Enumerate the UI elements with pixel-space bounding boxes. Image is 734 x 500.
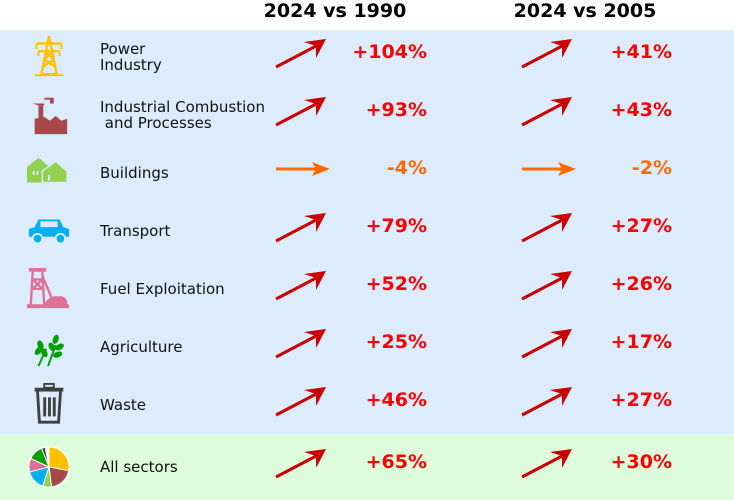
trend-1990: [274, 446, 330, 480]
arrow-up-icon: [275, 329, 326, 359]
trend-2005: [520, 152, 576, 186]
trend-1990: [274, 152, 330, 186]
sector-row: Buildings -4% -2%: [0, 144, 734, 202]
sector-label: Buildings: [100, 164, 169, 182]
power-pylon-icon: [34, 35, 64, 77]
change-vs-2005: +43%: [610, 99, 672, 121]
change-vs-1990: +65%: [365, 451, 427, 473]
arrow-up-icon: [275, 39, 326, 69]
change-vs-2005: +30%: [610, 451, 672, 473]
sector-row: All sectors +65% +30%: [0, 434, 734, 500]
sector-row: Agriculture +25% +17%: [0, 318, 734, 376]
trend-1990: [274, 94, 330, 128]
arrow-up-icon: [275, 271, 326, 301]
sector-label: All sectors: [100, 458, 178, 476]
trend-1990: [274, 268, 330, 302]
arrow-up-icon: [521, 329, 572, 359]
change-vs-1990: +52%: [365, 273, 427, 295]
trend-2005: [520, 210, 576, 244]
sector-row: Transport +79% +27%: [0, 202, 734, 260]
trend-2005: [520, 446, 576, 480]
arrow-flat-icon: [522, 162, 576, 176]
arrow-up-icon: [521, 387, 572, 417]
trend-2005: [520, 268, 576, 302]
header-2024-vs-1990: 2024 vs 1990: [263, 0, 407, 22]
trend-2005: [520, 36, 576, 70]
change-vs-1990: +79%: [365, 215, 427, 237]
factory-icon: [32, 97, 68, 135]
arrow-up-icon: [521, 449, 572, 479]
change-vs-2005: +17%: [610, 331, 672, 353]
sector-label: Agriculture: [100, 338, 183, 356]
arrow-up-icon: [275, 213, 326, 243]
sector-label: Waste: [100, 396, 146, 414]
sector-label: Fuel Exploitation: [100, 280, 225, 298]
sector-row: Industrial Combustion and Processes +93%…: [0, 86, 734, 144]
change-vs-1990: -4%: [386, 157, 427, 179]
arrow-up-icon: [521, 97, 572, 127]
header-2024-vs-2005: 2024 vs 2005: [513, 0, 657, 22]
houses-icon: [27, 157, 68, 184]
change-vs-2005: -2%: [631, 157, 672, 179]
trend-1990: [274, 384, 330, 418]
change-vs-2005: +27%: [610, 215, 672, 237]
change-vs-2005: +26%: [610, 273, 672, 295]
sector-row: Waste +46% +27%: [0, 376, 734, 434]
trend-1990: [274, 36, 330, 70]
sector-label: Power Industry: [100, 40, 162, 74]
arrow-up-icon: [275, 449, 326, 479]
arrow-flat-icon: [276, 162, 330, 176]
wheat-icon: [34, 334, 64, 367]
sector-row: Fuel Exploitation +52% +26%: [0, 260, 734, 318]
arrow-up-icon: [275, 387, 326, 417]
change-vs-1990: +93%: [365, 99, 427, 121]
trend-2005: [520, 94, 576, 128]
trash-bin-icon: [34, 382, 64, 424]
arrow-up-icon: [521, 213, 572, 243]
change-vs-2005: +27%: [610, 389, 672, 411]
change-vs-1990: +25%: [365, 331, 427, 353]
pie-chart-icon: [27, 445, 71, 488]
sector-label: Industrial Combustion and Processes: [100, 98, 265, 132]
sector-label: Transport: [100, 222, 171, 240]
all-sectors-panel: [0, 434, 734, 500]
trend-1990: [274, 210, 330, 244]
sector-row: Power Industry +104% +41%: [0, 28, 734, 86]
arrow-up-icon: [275, 97, 326, 127]
change-vs-1990: +104%: [352, 41, 427, 63]
change-vs-1990: +46%: [365, 389, 427, 411]
car-icon: [28, 219, 70, 245]
change-vs-2005: +41%: [610, 41, 672, 63]
trend-2005: [520, 326, 576, 360]
sectors-panel: [0, 30, 734, 434]
trend-1990: [274, 326, 330, 360]
trend-2005: [520, 384, 576, 418]
arrow-up-icon: [521, 39, 572, 69]
mine-tower-icon: [27, 267, 70, 309]
arrow-up-icon: [521, 271, 572, 301]
